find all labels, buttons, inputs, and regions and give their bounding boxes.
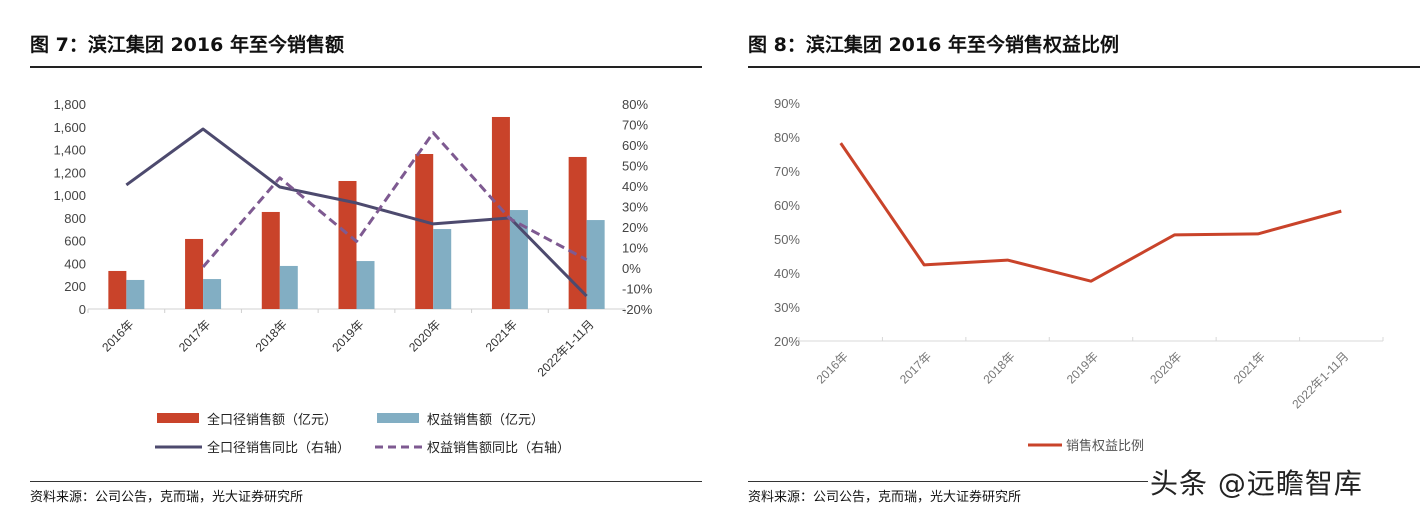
y-tick-label: 1,000 (53, 188, 86, 203)
bar-equity (586, 220, 605, 309)
legend-label: 全口径销售同比（右轴） (207, 440, 350, 455)
x-tick-label: 2018年 (253, 317, 290, 354)
equity-yoy-line (201, 131, 588, 268)
left-title-divider (30, 66, 702, 68)
y-tick-label: 1,600 (53, 120, 86, 135)
bar-total (261, 211, 280, 309)
y-tick-label: 60% (774, 198, 800, 213)
y2-tick-label: 80% (622, 97, 648, 112)
y2-tick-label: -20% (622, 302, 653, 317)
legend-label: 权益销售额同比（右轴） (427, 440, 570, 455)
x-tick-label: 2021年 (1231, 349, 1268, 386)
y-tick-label: 50% (774, 232, 800, 247)
x-tick-label: 2018年 (980, 349, 1017, 386)
y2-tick-label: 50% (622, 159, 648, 174)
x-tick-label: 2019年 (1064, 349, 1101, 386)
legend-label: 销售权益比例 (1066, 438, 1144, 453)
y-tick-label: 70% (774, 164, 800, 179)
legend-label: 权益销售额（亿元） (427, 412, 544, 427)
bar-total (108, 270, 127, 309)
bar-equity (356, 261, 375, 309)
y2-tick-label: 30% (622, 200, 648, 215)
y-tick-label: 90% (774, 96, 800, 111)
y-tick-label: 0 (79, 302, 86, 317)
y2-tick-label: 40% (622, 179, 648, 194)
bar-total (185, 238, 204, 309)
left-source-divider (30, 481, 702, 482)
x-tick-label: 2022年1-11月 (535, 317, 597, 379)
x-tick-label: 2022年1-11月 (1289, 349, 1351, 411)
bar-equity (509, 210, 528, 309)
y-tick-label: 200 (64, 279, 86, 294)
x-tick-label: 2020年 (406, 317, 443, 354)
left-source: 资料来源：公司公告，克而瑞，光大证券研究所 (30, 490, 304, 505)
bar-total (338, 180, 357, 309)
x-tick-label: 2017年 (176, 317, 213, 354)
y2-tick-label: -10% (622, 282, 653, 297)
bar-equity (433, 229, 452, 309)
x-tick-label: 2016年 (99, 317, 136, 354)
equity-ratio-line (839, 142, 1342, 283)
legend-swatch (157, 413, 199, 423)
y-tick-label: 1,800 (53, 97, 86, 112)
y-tick-label: 1,400 (53, 143, 86, 158)
right-source: 资料来源：公司公告，克而瑞，光大证券研究所 (748, 490, 1022, 505)
right-chart-title: 图 8：滨江集团 2016 年至今销售权益比例 (748, 34, 1119, 56)
y-tick-label: 40% (774, 266, 800, 281)
x-tick-label: 2016年 (814, 349, 851, 386)
bar-equity (279, 265, 298, 309)
y-tick-label: 80% (774, 130, 800, 145)
x-tick-label: 2019年 (329, 317, 366, 354)
bar-total (568, 156, 587, 309)
y2-tick-label: 20% (622, 220, 648, 235)
y-tick-label: 30% (774, 300, 800, 315)
x-tick-label: 2017年 (897, 349, 934, 386)
bar-equity (126, 279, 145, 309)
bar-equity (203, 279, 222, 309)
left-chart-title: 图 7：滨江集团 2016 年至今销售额 (30, 34, 344, 56)
y2-tick-label: 10% (622, 241, 648, 256)
y-tick-label: 20% (774, 334, 800, 349)
x-tick-label: 2020年 (1147, 349, 1184, 386)
y2-tick-label: 70% (622, 118, 648, 133)
y2-tick-label: 60% (622, 138, 648, 153)
watermark: 头条 @远瞻智库 (1150, 467, 1363, 500)
y2-tick-label: 0% (622, 261, 641, 276)
legend-label: 全口径销售额（亿元） (207, 412, 337, 427)
bar-total (415, 153, 434, 309)
bar-total (491, 116, 510, 309)
y-tick-label: 400 (64, 256, 86, 271)
y-tick-label: 600 (64, 234, 86, 249)
y-tick-label: 800 (64, 211, 86, 226)
x-tick-label: 2021年 (483, 317, 520, 354)
y-tick-label: 1,200 (53, 165, 86, 180)
legend-swatch (377, 413, 419, 423)
right-source-divider (748, 481, 1148, 482)
right-title-divider (748, 66, 1420, 68)
